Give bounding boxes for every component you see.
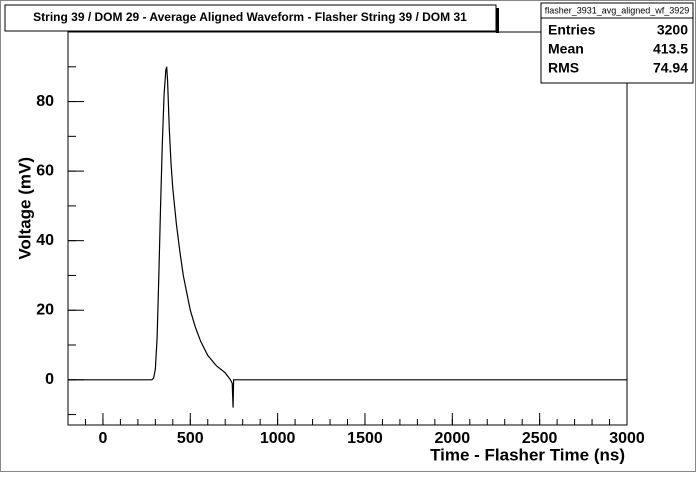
data-line: [68, 66, 627, 408]
x-tick-label: 1000: [260, 430, 296, 447]
stats-label: Entries: [548, 22, 596, 38]
chart-title: String 39 / DOM 29 - Average Aligned Wav…: [33, 10, 467, 24]
y-tick-label: 40: [36, 232, 54, 249]
stats-value: 74.94: [653, 60, 688, 76]
y-tick-label: 0: [45, 371, 54, 388]
y-tick-label: 20: [36, 301, 54, 318]
stats-value: 413.5: [653, 41, 688, 57]
plot-frame: [67, 31, 628, 426]
title-box: [4, 4, 497, 32]
stats-label: Mean: [548, 41, 584, 57]
y-tick-label: 80: [36, 93, 54, 110]
stats-title: flasher_3931_avg_aligned_wf_3929: [545, 5, 690, 15]
x-tick-label: 2000: [435, 430, 471, 447]
y-tick-label: 60: [36, 162, 54, 179]
y-axis-label: Voltage (mV): [15, 157, 34, 260]
stats-box: [540, 2, 694, 84]
x-tick-label: 2500: [522, 430, 558, 447]
x-tick-label: 1500: [347, 430, 383, 447]
stats-label: RMS: [548, 60, 579, 76]
x-tick-label: 0: [98, 430, 107, 447]
x-tick-label: 3000: [609, 430, 645, 447]
title-shadow: [496, 8, 499, 33]
x-axis-label: Time - Flasher Time (ns): [430, 445, 625, 464]
stats-value: 3200: [657, 22, 688, 38]
x-tick-label: 500: [177, 430, 204, 447]
